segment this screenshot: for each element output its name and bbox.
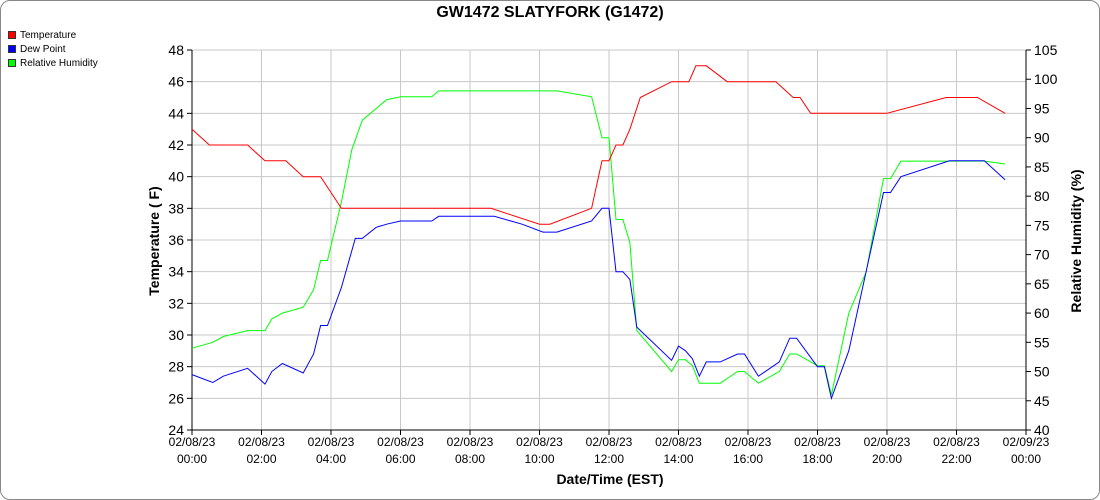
axis-labels: Date/Time (EST) Temperature ( F) Relativ… — [146, 169, 1084, 487]
x-tick-label-date: 02/08/23 — [655, 435, 702, 449]
x-tick-label-time: 02:00 — [246, 452, 276, 466]
y-tick-label-left: 36 — [168, 232, 184, 248]
legend-swatch-temperature — [8, 31, 16, 39]
x-tick-label-date: 02/08/23 — [794, 435, 841, 449]
x-tick-label-time: 12:00 — [594, 452, 624, 466]
y-tick-label-right: 65 — [1034, 276, 1050, 292]
x-tick-label-time: 04:00 — [316, 452, 346, 466]
y-axis-label-right: Relative Humidity (%) — [1068, 169, 1084, 312]
series-line-temperature — [191, 65, 1006, 225]
x-tick-label-date: 02/09/23 — [1003, 435, 1050, 449]
legend-label-temperature: Temperature — [20, 29, 77, 41]
legend-label-relative-humidity: Relative Humidity — [20, 57, 98, 69]
legend-item-dew-point: Dew Point — [8, 42, 98, 56]
y-tick-label-left: 28 — [168, 359, 184, 375]
y-tick-label-right: 105 — [1034, 42, 1058, 58]
legend-item-temperature: Temperature — [8, 28, 98, 42]
y-tick-label-left: 46 — [168, 74, 184, 90]
x-tick-label-time: 00:00 — [177, 452, 207, 466]
y-tick-label-left: 44 — [168, 105, 184, 121]
x-tick-label-date: 02/08/23 — [516, 435, 563, 449]
y-tick-label-left: 42 — [168, 137, 184, 153]
legend-label-dew-point: Dew Point — [20, 43, 66, 55]
x-tick-label-time: 08:00 — [455, 452, 485, 466]
series-lines — [191, 65, 1006, 401]
y-tick-label-left: 26 — [168, 390, 184, 406]
x-tick-label-time: 06:00 — [385, 452, 415, 466]
series-line-relative-humidity — [191, 90, 1006, 396]
x-tick-label-date: 02/08/23 — [377, 435, 424, 449]
y-axis-label-left: Temperature ( F) — [146, 186, 162, 295]
chart-title: GW1472 SLATYFORK (G1472) — [436, 4, 664, 21]
x-tick-label-time: 18:00 — [802, 452, 832, 466]
y-tick-label-right: 95 — [1034, 100, 1050, 116]
y-tick-label-right: 75 — [1034, 217, 1050, 233]
y-tick-label-left: 34 — [168, 264, 184, 280]
x-tick-label-date: 02/08/23 — [933, 435, 980, 449]
axes: 24 26 28 30 32 34 36 38 40 42 44 46 48 02/08/23 00:00 0… — [168, 42, 1057, 466]
series-line-dew-point — [191, 160, 1006, 401]
y-tick-label-right: 90 — [1034, 130, 1050, 146]
y-tick-label-right: 80 — [1034, 188, 1050, 204]
y-tick-label-left: 48 — [168, 42, 184, 58]
x-tick-label-date: 02/08/23 — [447, 435, 494, 449]
x-tick-label-date: 02/08/23 — [238, 435, 285, 449]
y-tick-label-left: 32 — [168, 295, 184, 311]
x-axis-label: Date/Time (EST) — [556, 471, 663, 487]
x-tick-label-time: 16:00 — [733, 452, 763, 466]
x-tick-label-date: 02/08/23 — [864, 435, 911, 449]
y-tick-label-right: 45 — [1034, 393, 1050, 409]
x-tick-label-date: 02/08/23 — [725, 435, 772, 449]
x-tick-label-time: 14:00 — [663, 452, 693, 466]
y-tick-label-right: 55 — [1034, 334, 1050, 350]
y-tick-label-left: 38 — [168, 200, 184, 216]
y-tick-label-right: 50 — [1034, 364, 1050, 380]
y-tick-label-left: 30 — [168, 327, 184, 343]
legend-swatch-dew-point — [8, 45, 16, 53]
legend: Temperature Dew Point Relative Humidity — [8, 28, 98, 70]
legend-swatch-relative-humidity — [8, 59, 16, 67]
x-tick-label-time: 10:00 — [524, 452, 554, 466]
y-tick-label-left: 40 — [168, 169, 184, 185]
legend-item-relative-humidity: Relative Humidity — [8, 56, 98, 70]
x-tick-label-time: 22:00 — [941, 452, 971, 466]
x-tick-label-date: 02/08/23 — [169, 435, 216, 449]
y-tick-label-right: 60 — [1034, 305, 1050, 321]
x-tick-label-date: 02/08/23 — [586, 435, 633, 449]
y-tick-label-right: 70 — [1034, 247, 1050, 263]
x-tick-label-time: 00:00 — [1011, 452, 1041, 466]
y-tick-label-right: 85 — [1034, 159, 1050, 175]
x-tick-label-date: 02/08/23 — [308, 435, 355, 449]
y-tick-label-right: 100 — [1034, 71, 1058, 87]
grid — [191, 49, 1027, 431]
x-tick-label-time: 20:00 — [872, 452, 902, 466]
y-tick-label-right: 40 — [1034, 422, 1050, 438]
y-tick-label-left: 24 — [168, 422, 184, 438]
